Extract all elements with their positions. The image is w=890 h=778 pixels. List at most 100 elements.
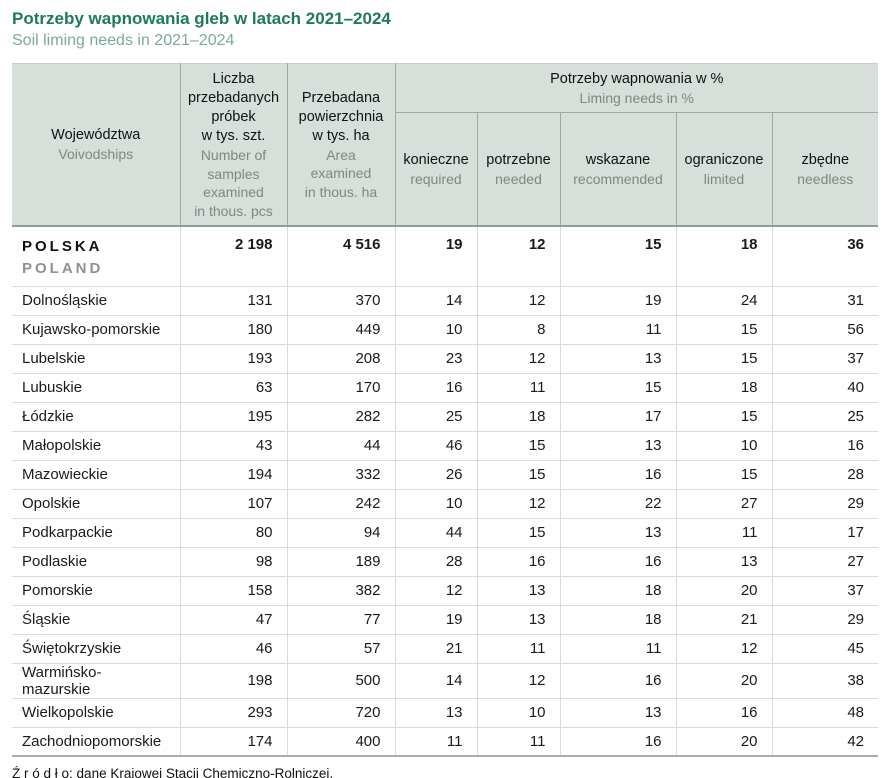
table-cell-value: 12 [395,576,478,606]
table-cell-value: 56 [772,315,878,345]
col-header-required-pl: konieczne [403,151,469,168]
table-cell-value: 13 [477,605,561,635]
table-cell-value: 21 [395,634,478,664]
table-cell-value: 27 [772,547,878,577]
table-cell-value: 15 [676,460,773,490]
col-header-samples-pl: Liczba przebadanych próbek w tys. szt. [187,70,280,145]
table-row: Lubuskie 63 170 16 11 15 18 40 [12,373,878,403]
table-cell-value: 57 [287,634,396,664]
table-cell-value: 25 [772,402,878,432]
row-label: Dolnośląskie [12,286,181,316]
table-cell-value: 208 [287,344,396,374]
table-cell-value: 15 [477,518,561,548]
table-cell-value: 14 [395,663,478,699]
col-header-area: Przebadana powierzchnia w tys. ha Area e… [287,63,396,227]
col-header-limited-pl: ograniczone [684,151,764,168]
table-cell-value: 46 [395,431,478,461]
table-cell-value: 28 [772,460,878,490]
table-cell-value: 18 [676,373,773,403]
table-cell-value: 16 [395,373,478,403]
col-header-liming-needs-span: Potrzeby wapnowania w % Liming needs in … [395,63,878,114]
col-header-area-en: Area examined in thous. ha [304,146,378,200]
table-cell-value: 10 [395,315,478,345]
row-label-poland: POLSKA POLAND [12,226,181,287]
col-header-needless-pl: zbędne [801,151,850,168]
table-cell-value: 63 [180,373,288,403]
table-cell-value: 12 [676,634,773,664]
table-cell-value: 449 [287,315,396,345]
table-cell-value: 19 [560,286,677,316]
table-cell-value: 195 [180,402,288,432]
table-cell-value: 500 [287,663,396,699]
table-cell-value: 13 [560,518,677,548]
col-header-limited: ograniczone limited [676,112,773,227]
table-cell-value: 21 [676,605,773,635]
table-cell-value: 13 [560,431,677,461]
table-cell-value: 20 [676,576,773,606]
table-cell-value: 11 [560,634,677,664]
table-cell-value: 19 [395,226,478,287]
source-text: dane Krajowej Stacji Chemiczno-Rolniczej… [76,766,334,778]
table-row: Kujawsko-pomorskie 180 449 10 8 11 15 56 [12,315,878,345]
table-cell-value: 12 [477,663,561,699]
table-cell-value: 94 [287,518,396,548]
row-label: Podlaskie [12,547,181,577]
table-cell-value: 48 [772,698,878,728]
col-header-needless: zbędne needless [772,112,878,227]
row-label: Podkarpackie [12,518,181,548]
table-cell-value: 31 [772,286,878,316]
col-header-liming-needs-en: Liming needs in % [579,89,694,106]
table-cell-value: 174 [180,727,288,758]
table-cell-value: 158 [180,576,288,606]
col-header-voivodships-pl: Województwa [51,127,141,144]
table-cell-value: 29 [772,605,878,635]
row-label: Lubuskie [12,373,181,403]
table-cell-value: 19 [395,605,478,635]
table-cell-value: 25 [395,402,478,432]
table-cell-value: 293 [180,698,288,728]
table-body: POLSKA POLAND 2 198 4 516 19 12 15 18 36 Dolnoślą… [12,226,878,758]
col-header-needed: potrzebne needed [477,112,561,227]
table-cell-value: 38 [772,663,878,699]
table-cell-value: 37 [772,344,878,374]
table-cell-value: 400 [287,727,396,758]
table-cell-value: 15 [676,402,773,432]
table-cell-value: 44 [395,518,478,548]
table-row-total: POLSKA POLAND 2 198 4 516 19 12 15 18 36 [12,226,878,287]
table-cell-value: 15 [477,431,561,461]
table-cell-value: 193 [180,344,288,374]
table-cell-value: 2 198 [180,226,288,287]
table-cell-value: 10 [395,489,478,519]
table-cell-value: 16 [560,460,677,490]
table-cell-value: 242 [287,489,396,519]
table-cell-value: 44 [287,431,396,461]
row-label: Śląskie [12,605,181,635]
table-cell-value: 17 [560,402,677,432]
table-cell-value: 282 [287,402,396,432]
table-cell-value: 11 [560,315,677,345]
table-cell-value: 15 [477,460,561,490]
table-row: Warmińsko-mazurskie 198 500 14 12 16 20 38 [12,663,878,699]
row-label-poland-pl: POLSKA [22,238,103,256]
table-row: Mazowieckie 194 332 26 15 16 15 28 [12,460,878,490]
table-cell-value: 24 [676,286,773,316]
table-cell-value: 14 [395,286,478,316]
table-cell-value: 15 [560,226,677,287]
table-cell-value: 194 [180,460,288,490]
col-header-limited-en: limited [703,170,745,187]
table-cell-value: 28 [395,547,478,577]
table-cell-value: 42 [772,727,878,758]
table-cell-value: 18 [676,226,773,287]
col-header-area-pl: Przebadana powierzchnia w tys. ha [298,89,384,144]
table-cell-value: 13 [560,344,677,374]
table-cell-value: 16 [560,727,677,758]
col-header-voivodships-en: Voivodships [58,146,134,163]
table-cell-value: 382 [287,576,396,606]
table-cell-value: 77 [287,605,396,635]
table-cell-value: 26 [395,460,478,490]
row-label: Zachodniopomorskie [12,727,181,758]
col-header-required: konieczne required [395,112,478,227]
table-cell-value: 12 [477,226,561,287]
table-cell-value: 332 [287,460,396,490]
